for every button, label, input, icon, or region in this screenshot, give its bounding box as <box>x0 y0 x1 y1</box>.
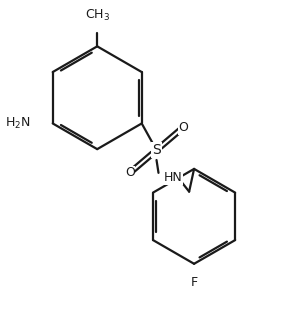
Text: S: S <box>152 143 161 157</box>
Text: CH$_3$: CH$_3$ <box>85 7 110 23</box>
Text: HN: HN <box>163 171 182 184</box>
Text: O: O <box>178 121 188 134</box>
Text: F: F <box>190 276 198 289</box>
Text: H$_2$N: H$_2$N <box>5 116 31 131</box>
Text: O: O <box>125 166 135 179</box>
